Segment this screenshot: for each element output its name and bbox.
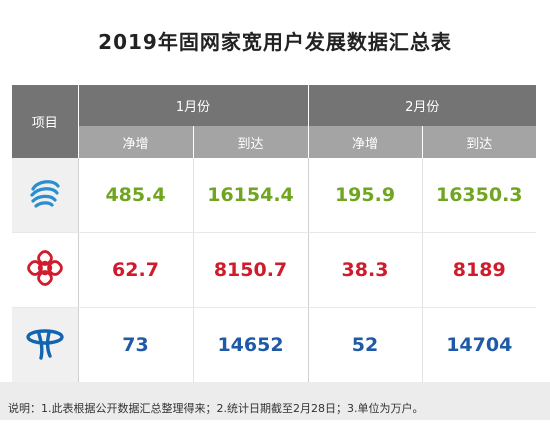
- china-mobile-logo-icon: [12, 158, 78, 233]
- header-row-months: 项目 1月份 2月份: [12, 85, 536, 158]
- header-jan-total: 到达: [192, 126, 308, 158]
- header-feb: 2月份: [307, 85, 536, 126]
- jan-total-cell: 14652: [192, 307, 308, 385]
- summary-table: 项目 1月份 2月份 净增 到达 净增 到达 485.4 16154.4 195…: [12, 85, 536, 385]
- header-jan-net: 净增: [77, 126, 193, 158]
- feb-total-cell: 8189: [421, 232, 536, 308]
- page-title: 2019年固网家宽用户发展数据汇总表: [98, 30, 452, 54]
- table-row: 62.7 8150.7 38.3 8189: [12, 232, 536, 308]
- jan-net-cell: 73: [77, 307, 193, 385]
- table-row: 485.4 16154.4 195.9 16350.3: [12, 158, 536, 233]
- header-item: 项目: [12, 85, 78, 158]
- jan-net-cell: 485.4: [77, 158, 193, 233]
- footer-bar: [0, 382, 550, 420]
- table-row: 73 14652 52 14704: [12, 307, 536, 385]
- china-telecom-logo-icon: [12, 307, 78, 385]
- jan-total-cell: 16154.4: [192, 158, 308, 233]
- jan-total-cell: 8150.7: [192, 232, 308, 308]
- header-feb-total: 到达: [421, 126, 536, 158]
- feb-total-cell: 14704: [421, 307, 536, 385]
- feb-net-cell: 38.3: [307, 232, 422, 308]
- header-jan: 1月份: [77, 85, 308, 126]
- feb-net-cell: 52: [307, 307, 422, 385]
- footnote: 说明：1.此表根据公开数据汇总整理得来；2.统计日期截至2月28日；3.单位为万…: [8, 402, 424, 415]
- header-row-metrics: 净增 到达 净增 到达: [12, 126, 536, 158]
- china-unicom-logo-icon: [12, 232, 78, 308]
- feb-net-cell: 195.9: [307, 158, 422, 233]
- feb-total-cell: 16350.3: [421, 158, 536, 233]
- jan-net-cell: 62.7: [77, 232, 193, 308]
- header-feb-net: 净增: [307, 126, 422, 158]
